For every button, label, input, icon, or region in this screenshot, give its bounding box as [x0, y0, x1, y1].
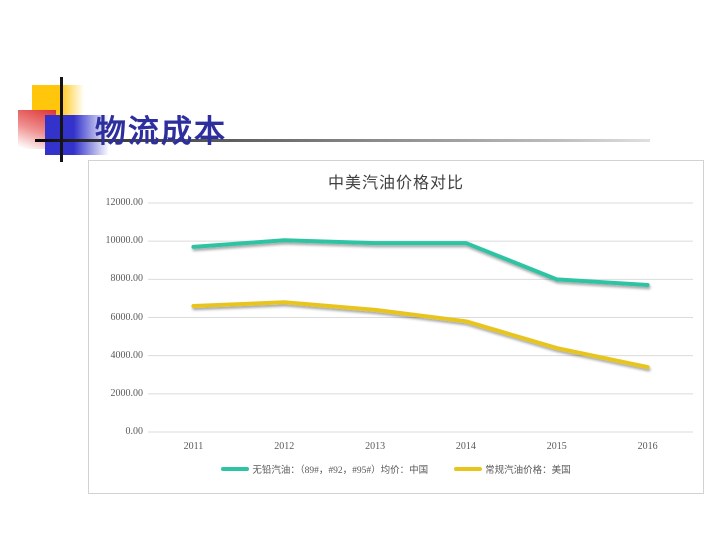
- legend-item: 无铅汽油：（89#，#92，#95#）均价：中国: [221, 462, 428, 476]
- legend-line-swatch: [454, 467, 483, 471]
- y-tick-label: 0.00: [125, 426, 144, 437]
- x-tick-label: 2011: [183, 441, 204, 452]
- y-tick-label: 2000.00: [110, 387, 144, 399]
- chart-legend: 无铅汽油：（89#，#92，#95#）均价：中国 常规汽油价格：美国: [89, 460, 703, 478]
- x-tick-label: 2014: [455, 441, 476, 452]
- legend-label: 无铅汽油：（89#，#92，#95#）均价：中国: [252, 466, 429, 476]
- x-tick-label: 2015: [546, 441, 567, 452]
- legend-label: 常规汽油价格：美国: [485, 466, 571, 476]
- x-tick-label: 2012: [274, 441, 295, 452]
- series-group: [191, 238, 650, 370]
- ornament-vertical-line: [60, 77, 63, 162]
- x-tick-label: 2016: [637, 441, 658, 452]
- chart-plot: [148, 202, 693, 433]
- chart-panel: 中美汽油价格对比 0.00 2000.00 4000.00 6000.00 8000.0…: [88, 160, 704, 494]
- title-divider-line: [35, 139, 650, 142]
- x-tick-label: 2013: [365, 441, 386, 452]
- y-tick-label: 8000.00: [110, 273, 144, 285]
- series-line: [191, 300, 650, 370]
- ornament-blue-square: [45, 115, 109, 155]
- y-tick-label: 4000.00: [110, 349, 144, 361]
- page-title: 物流成本: [95, 113, 227, 150]
- legend-line-swatch: [221, 467, 250, 471]
- chart-title: 中美汽油价格对比: [327, 175, 464, 192]
- y-tick-label: 10000.00: [105, 235, 144, 247]
- y-tick-label: 6000.00: [110, 311, 144, 323]
- y-tick-label: 12000.00: [105, 197, 144, 208]
- legend-item: 常规汽油价格：美国: [454, 462, 571, 476]
- series-line: [191, 238, 650, 288]
